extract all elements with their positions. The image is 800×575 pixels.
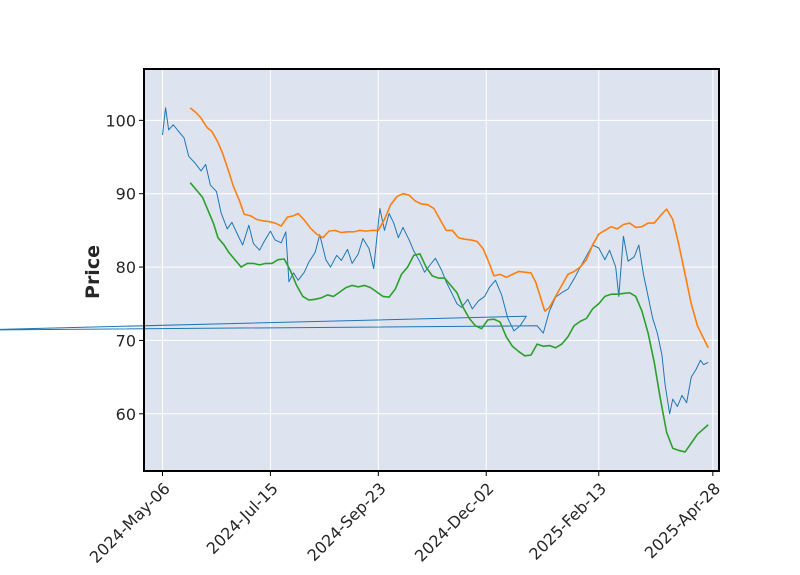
x-tick-label: 2024-May-06 <box>86 479 174 567</box>
y-tick-label: 60 <box>116 405 136 424</box>
grid <box>144 69 719 471</box>
x-tick-label: 2024-Jul-15 <box>203 479 282 558</box>
series-line-1 <box>189 107 709 349</box>
y-axis-title: Price <box>82 245 104 299</box>
y-tick-label: 90 <box>116 185 136 204</box>
x-axis-ticks: 2024-May-06 2024-Jul-15 2024-Sep-23 2024-De… <box>86 471 724 567</box>
series-lines <box>0 107 709 453</box>
y-tick-label: 70 <box>116 331 136 350</box>
y-tick-label: 100 <box>105 111 136 130</box>
series-line-2 <box>189 182 709 453</box>
plot-frame <box>143 68 720 472</box>
y-tick-label: 80 <box>116 258 136 277</box>
x-tick-label: 2024-Sep-23 <box>304 479 390 565</box>
series-line-0 <box>0 107 709 415</box>
x-tick-label: 2025-Apr-28 <box>641 479 724 562</box>
x-tick-label: 2024-Dec-02 <box>411 479 498 566</box>
x-tick-label: 2025-Feb-13 <box>525 479 610 564</box>
plot-background <box>144 69 719 471</box>
y-axis-ticks: 60 70 80 90 100 <box>105 111 144 424</box>
